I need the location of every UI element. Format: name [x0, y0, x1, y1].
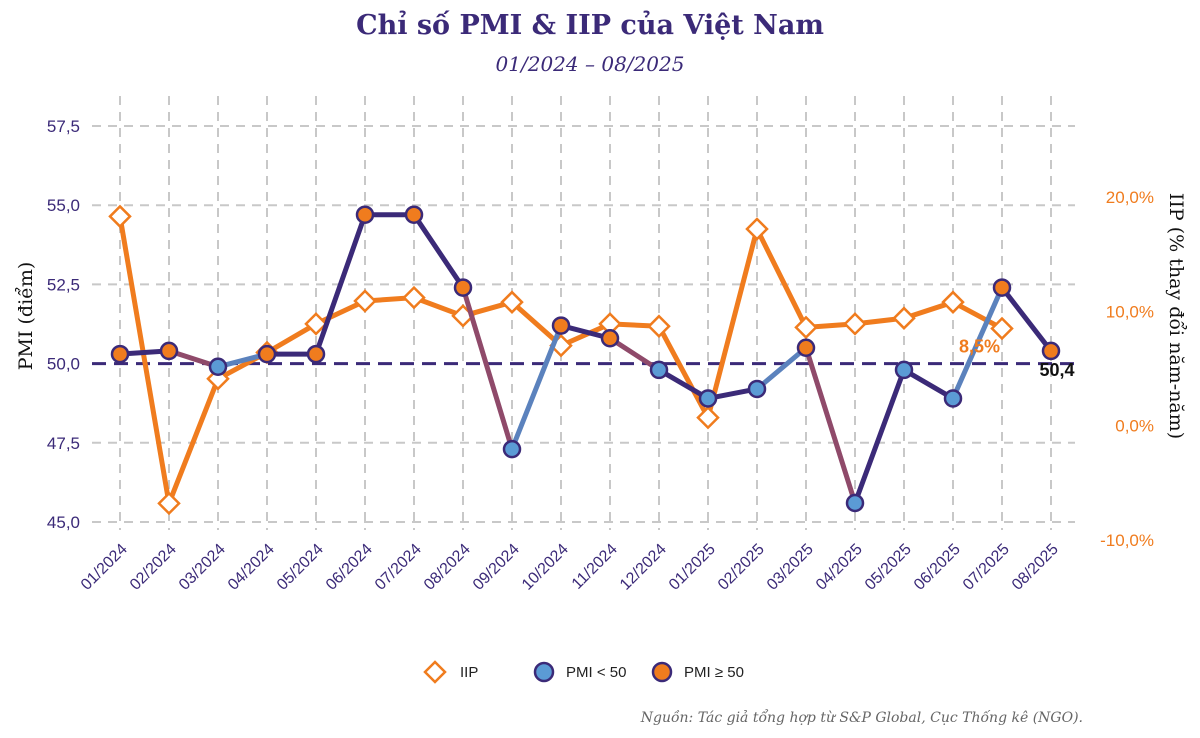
legend-iip-label: IIP — [460, 664, 478, 681]
pmi-series — [110, 205, 1061, 513]
y-tick-label-left: 55,0 — [47, 196, 80, 215]
x-tick-label: 06/2024 — [323, 541, 376, 594]
pmi-marker — [796, 338, 816, 358]
annotation-layer: 8,5% 50,4 — [959, 336, 1075, 379]
left-axis-ticks: 45,0 47,5 50,0 52,5 55,0 57,5 — [47, 117, 80, 532]
y-tick-label-left: 52,5 — [47, 275, 80, 294]
x-tick-label: 03/2024 — [176, 541, 229, 594]
y-tick-label-left: 50,0 — [47, 355, 80, 374]
legend-pmi-below-marker — [533, 661, 555, 683]
x-tick-label: 07/2024 — [372, 541, 425, 594]
iip-marker — [304, 312, 328, 336]
y-tick-label-left: 45,0 — [47, 513, 80, 532]
pmi-marker — [502, 439, 522, 459]
x-tick-label: 05/2025 — [862, 541, 915, 594]
x-tick-label: 01/2024 — [78, 541, 131, 594]
pmi-marker — [551, 316, 571, 335]
pmi-marker — [306, 344, 326, 364]
pmi-marker — [600, 329, 620, 348]
x-tick-label: 04/2024 — [225, 541, 278, 594]
iip-marker — [745, 217, 769, 241]
x-tick-label: 01/2025 — [666, 541, 719, 594]
pmi-marker — [992, 278, 1012, 297]
pmi-line-segment — [313, 212, 368, 357]
pmi-marker — [355, 205, 375, 224]
x-tick-label: 08/2025 — [1009, 541, 1062, 594]
pmi-marker — [943, 389, 963, 408]
pmi-line-segment — [656, 367, 711, 401]
legend-pmi-above-label: PMI ≥ 50 — [684, 664, 744, 681]
x-tick-label: 09/2024 — [470, 541, 523, 594]
pmi-line-segment — [460, 285, 515, 452]
x-tick-label: 06/2025 — [911, 541, 964, 594]
x-tick-label: 12/2024 — [617, 541, 670, 594]
iip-marker — [402, 285, 426, 310]
x-tick-label: 03/2025 — [764, 541, 817, 594]
y-tick-label-left: 47,5 — [47, 434, 80, 453]
pmi-line-segment — [509, 323, 564, 452]
pmi-marker — [208, 357, 228, 377]
x-tick-label: 05/2024 — [274, 541, 327, 594]
y-tick-label-right: 0,0% — [1115, 417, 1154, 436]
pmi-marker — [404, 205, 424, 224]
pmi-marker — [453, 278, 473, 297]
iip-marker — [892, 306, 916, 330]
x-axis-ticks: 01/202402/202403/202404/202405/202406/20… — [78, 541, 1062, 594]
x-tick-label: 10/2024 — [519, 541, 572, 594]
x-tick-label: 07/2025 — [960, 541, 1013, 594]
iip-marker — [843, 312, 867, 336]
iip-last-label: 8,5% — [959, 336, 1000, 356]
pmi-last-label: 50,4 — [1039, 360, 1074, 380]
pmi-marker — [747, 379, 767, 399]
legend-pmi-below-label: PMI < 50 — [566, 664, 626, 681]
chart-title: Chỉ số PMI & IIP của Việt Nam — [356, 9, 824, 41]
legend: IIP PMI < 50 PMI ≥ 50 — [423, 660, 744, 684]
y-tick-label-right: 10,0% — [1106, 302, 1154, 321]
left-axis-title: PMI (điểm) — [15, 262, 37, 371]
iip-marker — [696, 405, 720, 430]
pmi-line-segment — [950, 285, 1005, 401]
pmi-line-segment — [411, 212, 466, 291]
iip-marker — [941, 290, 965, 314]
chart-subtitle: 01/2024 – 08/2025 — [496, 52, 685, 76]
x-tick-label: 11/2024 — [569, 541, 621, 593]
y-tick-label-left: 57,5 — [47, 117, 80, 136]
x-tick-label: 08/2024 — [421, 541, 474, 594]
legend-pmi-above-marker — [651, 661, 673, 683]
iip-marker — [108, 204, 132, 229]
iip-marker — [647, 314, 671, 338]
x-tick-label: 04/2025 — [813, 541, 866, 594]
y-tick-label-right: -10,0% — [1100, 531, 1154, 550]
right-axis-ticks: -10,0% 0,0% 10,0% 20,0% — [1100, 188, 1154, 550]
pmi-marker — [698, 389, 718, 408]
pmi-line-segment — [803, 345, 858, 506]
iip-marker — [353, 289, 377, 313]
pmi-marker — [159, 341, 179, 361]
right-axis-title: IIP (% thay đổi năm-năm) — [1165, 193, 1187, 439]
pmi-line-segment — [999, 285, 1054, 354]
x-tick-label: 02/2025 — [715, 541, 768, 594]
pmi-marker — [257, 344, 277, 364]
iip-marker — [157, 491, 181, 516]
legend-iip-marker — [423, 660, 447, 684]
source-note: Nguồn: Tác giả tổng hợp từ S&P Global, C… — [640, 708, 1083, 726]
pmi-marker — [1041, 341, 1061, 361]
pmi-marker — [649, 360, 669, 380]
x-tick-label: 02/2024 — [127, 541, 180, 594]
pmi-line-segment — [607, 335, 662, 373]
iip-marker — [794, 315, 818, 340]
pmi-line-segment — [901, 367, 956, 401]
pmi-marker — [845, 493, 865, 513]
pmi-line-segment — [852, 367, 907, 506]
iip-marker — [500, 290, 524, 314]
pmi-marker — [110, 344, 130, 364]
pmi-line-segment — [754, 345, 809, 392]
pmi-marker — [894, 360, 914, 380]
y-tick-label-right: 20,0% — [1106, 188, 1154, 207]
iip-marker — [990, 316, 1014, 341]
